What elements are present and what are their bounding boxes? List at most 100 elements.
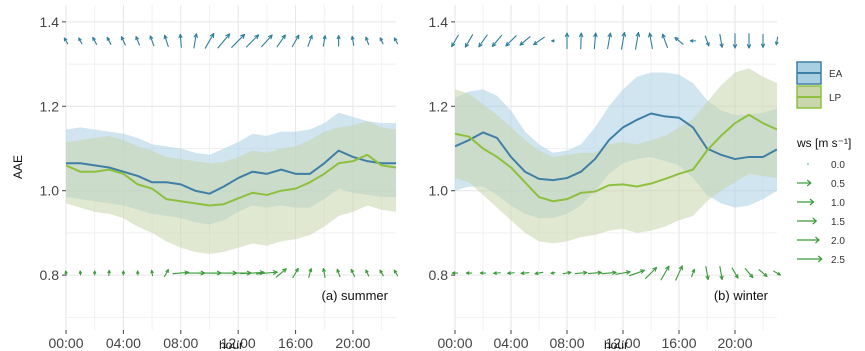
wind-arrow-lp: [275, 268, 287, 278]
wind-arrow-lp: [121, 270, 126, 276]
wind-arrow-ea: [661, 33, 668, 49]
y-ticks: 0.8 1.0 1.2 1.4: [429, 14, 455, 283]
wind-arrow-ea: [607, 32, 612, 50]
x-tick-label: 00:00: [48, 335, 83, 351]
wind-arrow-ea: [193, 33, 198, 49]
wind-arrow-lp: [773, 270, 781, 276]
y-tick-label: 1.2: [429, 98, 449, 114]
ws-legend-label: 2.5: [831, 255, 845, 266]
ws-legend-items: 0.0 0.5 1.0 1.5 2.0 2.5: [797, 160, 845, 266]
wind-arrow-lp: [479, 271, 487, 275]
wind-arrow-lp: [660, 265, 670, 281]
ws-legend-item: 1.5: [797, 217, 845, 228]
x-ticks: 00:00 04:00 08:00 12:00 16:00 20:00: [437, 330, 753, 351]
ws-legend-item: 2.0: [797, 236, 845, 247]
wind-arrow-lp: [562, 270, 572, 275]
x-tick-label: 12:00: [221, 335, 256, 351]
wind-arrow-ea: [719, 33, 724, 48]
wind-arrow-lp: [163, 269, 169, 277]
ws-legend-item: 0.5: [797, 179, 845, 190]
wind-arrow-ea: [63, 37, 69, 45]
wind-arrow-lp: [507, 271, 515, 275]
wind-arrow-ea: [178, 33, 183, 48]
wind-arrow-ea: [379, 37, 384, 45]
wind-arrow-lp: [705, 266, 710, 280]
wind-arrow-lp: [691, 268, 696, 278]
ws-legend-item: 1.0: [797, 198, 845, 209]
ws-legend-label: 1.0: [831, 198, 845, 209]
wind-arrow-lp: [601, 270, 617, 275]
panel-winter: 0.8 1.0 1.2 1.4 00:00 04:00 08:00 12:00 16:00 20…: [429, 5, 781, 351]
legend: EA LP ws [m s⁻¹] 0.0 0.5 1.0 1.5 2.0 2.5: [796, 61, 851, 266]
panel-label: (a) summer: [322, 288, 389, 303]
ws-legend-label: 1.5: [831, 217, 845, 228]
x-tick-label: 16:00: [661, 335, 696, 351]
wind-arrow-ea: [322, 35, 327, 47]
x-tick-label: 04:00: [493, 335, 528, 351]
wind-arrow-ea: [505, 35, 517, 47]
wind-arrow-lp: [107, 269, 111, 277]
wind-arrow-ea: [204, 33, 215, 49]
wind-arrow-ea: [451, 34, 459, 48]
wind-arrows: [63, 33, 399, 279]
wind-arrow-ea: [674, 36, 684, 45]
wind-arrow-ea: [464, 34, 474, 48]
y-tick-label: 0.8: [40, 267, 60, 283]
wind-arrow-lp: [322, 267, 326, 279]
ws-legend-item: 0.0: [807, 160, 845, 171]
band-lp: [455, 68, 777, 244]
wind-arrow-ea: [620, 32, 627, 50]
wind-arrow-lp: [574, 270, 588, 275]
wind-arrow-ea: [245, 34, 260, 48]
ws-legend-label: 0.0: [831, 160, 845, 171]
y-tick-label: 0.8: [429, 267, 449, 283]
x-tick-label: 00:00: [437, 335, 472, 351]
band-lp: [66, 121, 396, 255]
series-line-lp: [66, 153, 396, 207]
wind-arrow-lp: [520, 271, 530, 275]
ws-legend-arrowhead: [815, 236, 820, 244]
series-line-ea: [455, 112, 777, 182]
wind-arrow-lp: [550, 271, 556, 275]
wind-arrow-ea: [491, 34, 503, 47]
ws-legend-arrowhead: [809, 198, 815, 206]
x-tick-label: 20:00: [717, 335, 752, 351]
x-tick-label: 12:00: [605, 335, 640, 351]
wind-arrow-lp: [758, 269, 768, 277]
wind-arrow-ea: [634, 32, 641, 50]
wind-arrow-lp: [93, 270, 97, 276]
y-tick-label: 1.4: [40, 14, 60, 30]
wind-arrow-ea: [564, 32, 570, 50]
ws-legend-item: 2.5: [797, 255, 845, 266]
wind-arrow-ea: [163, 34, 169, 47]
ws-legend-label: 2.0: [831, 236, 845, 247]
wind-arrow-ea: [593, 32, 598, 50]
y-tick-label: 1.0: [40, 183, 60, 199]
legend-label-lp: LP: [829, 93, 842, 104]
wind-arrow-ea: [120, 36, 126, 46]
wind-arrow-lp: [136, 270, 140, 276]
wind-arrow-ea: [365, 36, 370, 46]
x-axis-label: hour: [604, 338, 628, 351]
x-tick-label: 20:00: [335, 335, 370, 351]
wind-arrow-ea: [704, 35, 710, 47]
panel-label: (b) winter: [714, 288, 769, 303]
wind-arrow-lp: [350, 268, 356, 278]
wind-arrow-ea: [551, 39, 555, 43]
x-ticks: 00:00 04:00 08:00 12:00 16:00 20:00: [48, 330, 371, 351]
x-tick-label: 08:00: [549, 335, 584, 351]
bands: [66, 112, 396, 255]
wind-arrow-ea: [732, 33, 738, 49]
wind-arrow-lp: [675, 265, 683, 281]
y-tick-label: 1.4: [429, 14, 449, 30]
wind-arrow-ea: [350, 35, 355, 46]
wind-arrow-ea: [774, 36, 779, 46]
wind-arrow-ea: [478, 34, 488, 48]
wind-arrow-lp: [744, 267, 754, 279]
wind-arrow-lp: [393, 269, 399, 277]
wind-arrow-lp: [150, 269, 154, 277]
bands: [455, 68, 777, 244]
wind-arrow-lp: [644, 266, 658, 280]
wind-arrow-ea: [689, 39, 697, 43]
